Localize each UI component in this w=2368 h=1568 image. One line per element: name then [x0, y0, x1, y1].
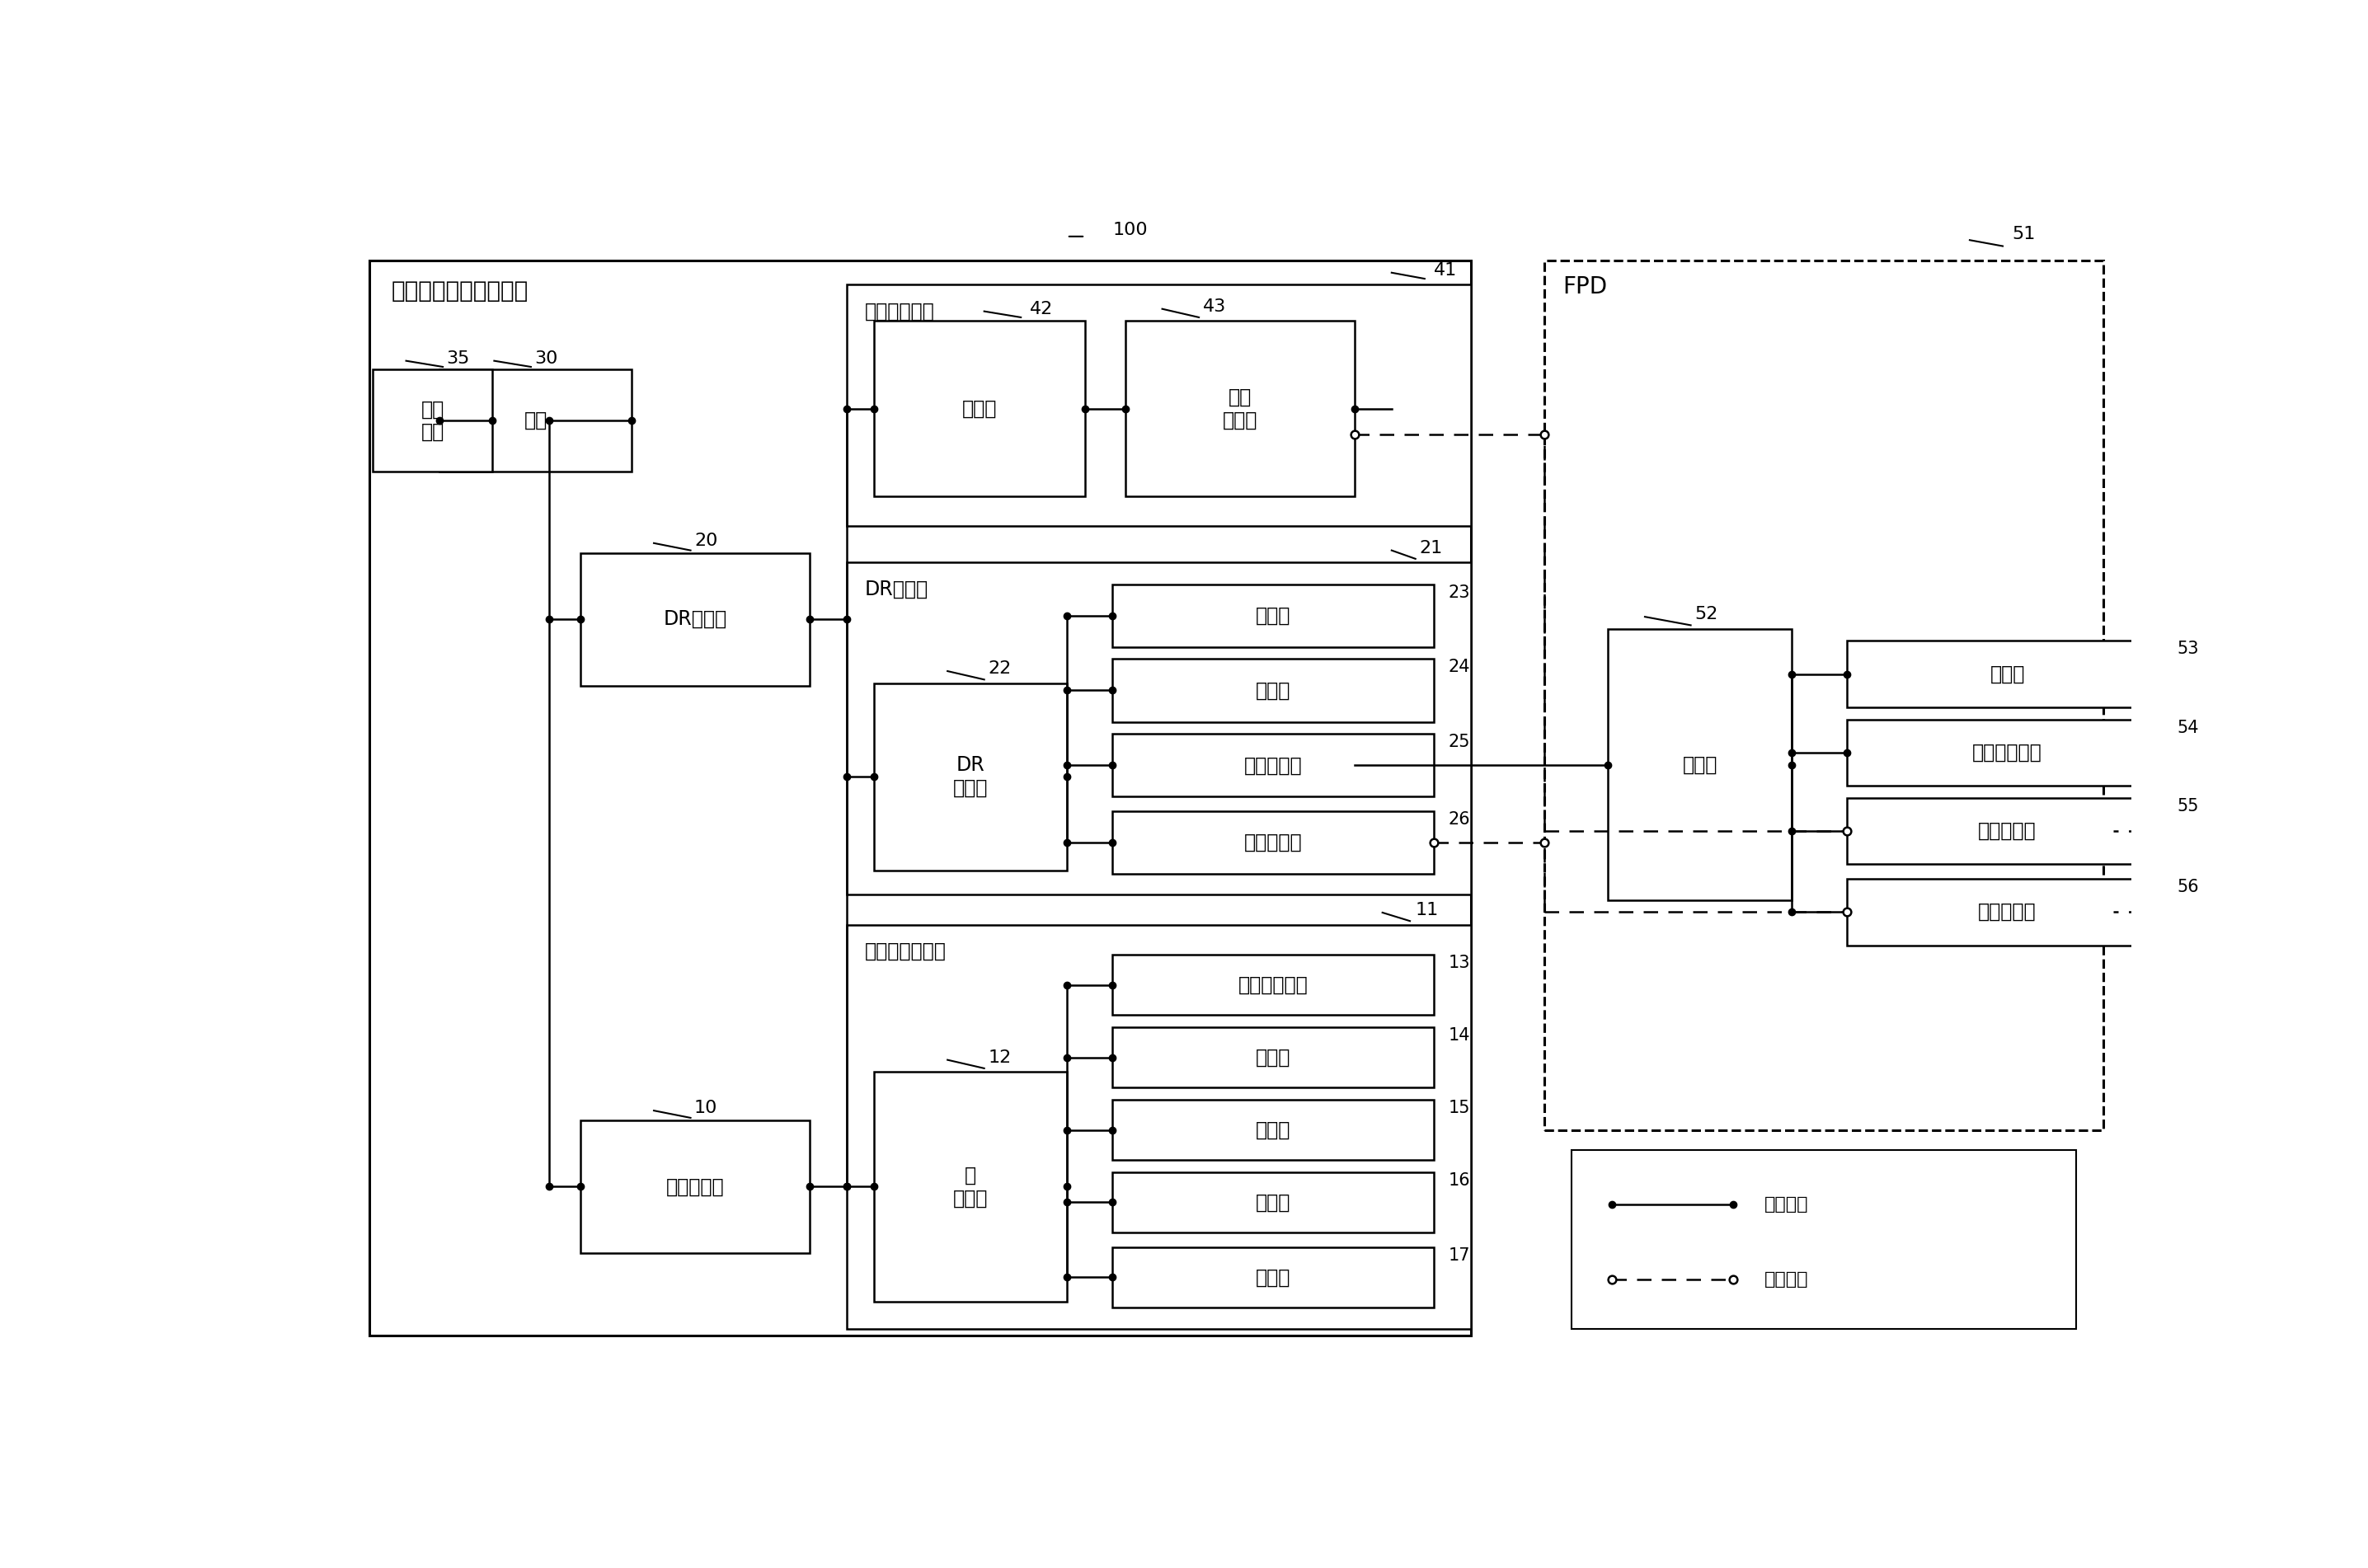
Text: 放射线检测部: 放射线检测部	[1973, 743, 2041, 762]
Text: 42: 42	[1030, 301, 1054, 317]
Text: 12: 12	[987, 1049, 1011, 1066]
Bar	[1847, 720, 2169, 786]
Text: 21: 21	[1418, 539, 1442, 557]
Text: 54: 54	[2176, 720, 2200, 735]
Text: 14: 14	[1449, 1027, 1471, 1044]
Text: 驱动部: 驱动部	[1255, 1047, 1291, 1068]
Text: 25: 25	[1449, 734, 1471, 751]
Text: 53: 53	[2176, 641, 2200, 657]
Bar	[1113, 585, 1435, 648]
Text: 20: 20	[694, 533, 718, 549]
Text: 55: 55	[2176, 798, 2200, 814]
Text: 曝光联动单元: 曝光联动单元	[864, 301, 935, 321]
Text: 曝光
联动部: 曝光 联动部	[1222, 387, 1257, 430]
Bar	[1113, 659, 1435, 721]
Text: 显示部: 显示部	[1255, 605, 1291, 626]
Bar	[1847, 798, 2169, 864]
Text: 控制部: 控制部	[961, 398, 997, 419]
Text: 43: 43	[1203, 298, 1227, 315]
Text: 第二通信部: 第二通信部	[1243, 833, 1302, 853]
Text: 显示部: 显示部	[1255, 1120, 1291, 1140]
Text: 图像通信部: 图像通信部	[1977, 902, 2036, 922]
Text: 外部
电源: 外部 电源	[422, 400, 445, 442]
Bar	[874, 1073, 1066, 1301]
Bar	[874, 321, 1085, 495]
Text: 41: 41	[1435, 262, 1456, 279]
Bar	[848, 925, 1471, 1330]
Text: 控制部: 控制部	[1681, 754, 1717, 775]
Text: 56: 56	[2176, 878, 2200, 895]
Bar	[1125, 321, 1354, 495]
Text: 通信路径: 通信路径	[1764, 1270, 1809, 1287]
Bar	[1113, 811, 1435, 873]
Text: DR控制台: DR控制台	[864, 579, 928, 599]
Text: 放射线产生部: 放射线产生部	[1238, 975, 1307, 996]
Text: 35: 35	[448, 350, 469, 367]
Bar	[1113, 734, 1435, 797]
Bar	[1572, 1151, 2077, 1330]
Text: 17: 17	[1449, 1247, 1471, 1264]
Bar	[874, 684, 1066, 870]
Text: 23: 23	[1449, 585, 1471, 601]
Bar	[1847, 878, 2169, 946]
Text: 52: 52	[1695, 607, 1717, 622]
Bar	[1113, 1173, 1435, 1232]
Bar	[1113, 955, 1435, 1014]
Bar	[438, 370, 632, 472]
Text: 10: 10	[694, 1099, 718, 1116]
Text: 操作部: 操作部	[1255, 681, 1291, 701]
Bar	[369, 260, 1471, 1336]
Text: 操作部: 操作部	[1255, 1192, 1291, 1212]
Text: 放射线控制单元: 放射线控制单元	[864, 941, 947, 961]
Bar	[848, 563, 1471, 894]
Text: 24: 24	[1449, 659, 1471, 676]
Text: 装置主电源: 装置主电源	[665, 1176, 725, 1196]
Text: 曝光联动部: 曝光联动部	[1977, 822, 2036, 840]
Bar	[1847, 641, 2169, 707]
Bar	[1113, 1247, 1435, 1308]
Text: 51: 51	[2013, 226, 2036, 243]
Bar	[580, 1120, 810, 1253]
Bar	[848, 285, 1471, 527]
Text: 15: 15	[1449, 1099, 1471, 1116]
Text: 13: 13	[1449, 955, 1471, 971]
Bar	[1608, 629, 1793, 900]
Text: DR用电源: DR用电源	[663, 610, 727, 629]
Text: 22: 22	[987, 660, 1011, 677]
Text: 11: 11	[1416, 902, 1440, 919]
Text: 通信部: 通信部	[1255, 1267, 1291, 1287]
Text: DR
控制部: DR 控制部	[952, 756, 987, 798]
Bar	[1113, 1027, 1435, 1088]
Text: FPD: FPD	[1563, 276, 1608, 299]
Text: 100: 100	[1113, 223, 1148, 238]
Text: 移动型放射线摄影装置: 移动型放射线摄影装置	[391, 279, 528, 303]
Text: 30: 30	[535, 350, 559, 367]
Bar	[1544, 260, 2103, 1131]
Text: 操作部: 操作部	[1989, 665, 2025, 684]
Text: 第一通信部: 第一通信部	[1243, 756, 1302, 775]
Bar	[1113, 1099, 1435, 1160]
Bar	[580, 554, 810, 685]
Text: 主
控制部: 主 控制部	[952, 1165, 987, 1207]
Text: 16: 16	[1449, 1173, 1471, 1189]
Text: 电池: 电池	[523, 411, 547, 431]
Bar	[374, 370, 493, 472]
Text: 电源路径: 电源路径	[1764, 1196, 1809, 1212]
Text: 26: 26	[1449, 811, 1471, 828]
